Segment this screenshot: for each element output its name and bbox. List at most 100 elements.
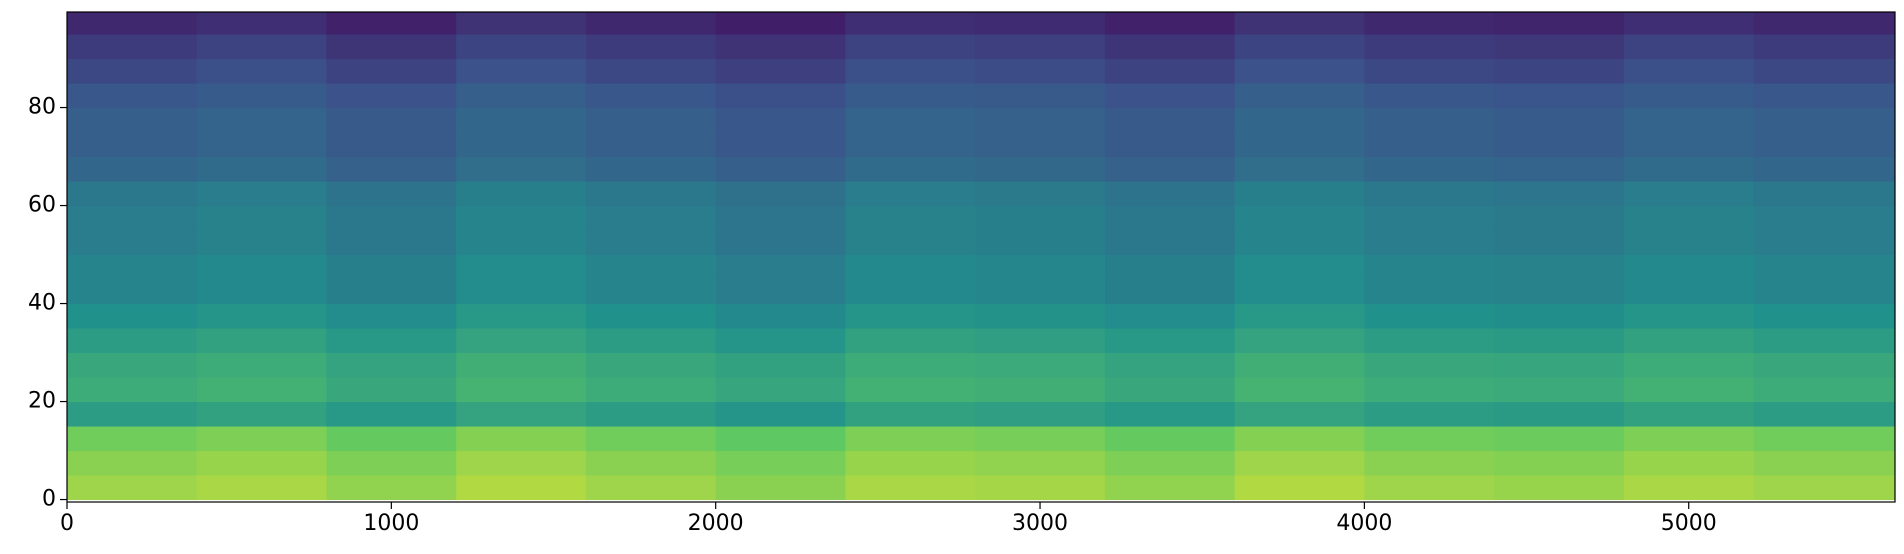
heat-cell xyxy=(845,328,976,354)
heat-cell xyxy=(1234,205,1365,231)
heat-cell xyxy=(845,475,976,501)
heat-cell xyxy=(326,107,457,133)
heat-cell xyxy=(1494,254,1625,280)
heat-cell xyxy=(1494,401,1625,427)
heat-cell xyxy=(456,254,587,280)
heat-cell xyxy=(67,181,198,207)
heat-cell xyxy=(1753,450,1895,476)
heat-cell xyxy=(1104,377,1236,403)
heat-cell xyxy=(1623,58,1755,84)
heat-cell xyxy=(1494,303,1625,329)
heat-cell xyxy=(585,328,717,354)
heat-cell xyxy=(1234,401,1365,427)
heat-cell xyxy=(975,475,1106,501)
y-tick-label: 40 xyxy=(28,291,56,316)
heat-cell xyxy=(1364,401,1495,427)
heat-cell xyxy=(1364,107,1495,133)
heat-cell xyxy=(326,279,457,305)
heat-cell xyxy=(67,401,198,427)
heat-cell xyxy=(845,205,976,231)
heat-cell xyxy=(326,426,457,452)
heat-cell xyxy=(326,450,457,476)
heat-cell xyxy=(975,34,1106,60)
heat-cell xyxy=(845,303,976,329)
heat-cell xyxy=(975,303,1106,329)
heat-cell xyxy=(1364,254,1495,280)
heat-cell xyxy=(67,107,198,133)
heat-cell xyxy=(196,205,327,231)
heat-cell xyxy=(196,279,327,305)
heat-cell xyxy=(975,83,1106,109)
heat-cell xyxy=(1234,279,1365,305)
heat-cell xyxy=(196,107,327,133)
heat-cell xyxy=(1104,34,1236,60)
heat-cell xyxy=(585,230,717,256)
heat-cell xyxy=(975,107,1106,133)
heat-cell xyxy=(1104,181,1236,207)
heat-cell xyxy=(196,254,327,280)
heat-cell xyxy=(585,377,717,403)
heat-cell xyxy=(1623,279,1755,305)
x-tick-label: 3000 xyxy=(1012,511,1068,536)
heat-cell xyxy=(1623,12,1755,35)
heat-cell xyxy=(585,12,717,35)
heat-cell xyxy=(196,303,327,329)
heat-cell xyxy=(326,352,457,378)
heat-cell xyxy=(1494,132,1625,158)
heat-cell xyxy=(715,475,846,501)
heat-cell xyxy=(196,12,327,35)
heat-cell xyxy=(67,83,198,109)
heat-cell xyxy=(1234,83,1365,109)
heat-cell xyxy=(1623,181,1755,207)
plot-frame xyxy=(66,11,1896,503)
heat-cell xyxy=(1364,279,1495,305)
heat-cell xyxy=(585,156,717,182)
heat-cell xyxy=(1234,426,1365,452)
x-tick-label: 1000 xyxy=(363,511,419,536)
heat-cell xyxy=(1234,254,1365,280)
heat-cell xyxy=(1364,328,1495,354)
heat-cell xyxy=(715,279,846,305)
heat-cell xyxy=(1494,34,1625,60)
heat-cell xyxy=(1364,230,1495,256)
heat-cell xyxy=(1364,132,1495,158)
heat-cell xyxy=(326,132,457,158)
heat-cell xyxy=(1753,352,1895,378)
y-tick-label: 20 xyxy=(28,389,56,414)
heat-cell xyxy=(67,426,198,452)
heat-cell xyxy=(845,132,976,158)
heat-cell xyxy=(1234,328,1365,354)
heat-cell xyxy=(585,34,717,60)
heat-cell xyxy=(1494,83,1625,109)
heat-cell xyxy=(1234,377,1365,403)
heat-cell xyxy=(845,401,976,427)
heat-cell xyxy=(975,230,1106,256)
heat-cell xyxy=(715,352,846,378)
heat-cell xyxy=(1494,279,1625,305)
heat-cell xyxy=(975,254,1106,280)
heat-cell xyxy=(1753,34,1895,60)
y-tick-label: 60 xyxy=(28,193,56,218)
heat-cell xyxy=(975,450,1106,476)
heat-cell xyxy=(1234,181,1365,207)
heat-cell xyxy=(845,450,976,476)
heat-cell xyxy=(585,352,717,378)
heat-cell xyxy=(1494,205,1625,231)
heat-cell xyxy=(456,401,587,427)
heat-cell xyxy=(1104,254,1236,280)
heat-cell xyxy=(715,377,846,403)
heat-cell xyxy=(326,377,457,403)
heat-cell xyxy=(715,132,846,158)
heat-cell xyxy=(456,132,587,158)
heat-cell xyxy=(1623,377,1755,403)
heat-cell xyxy=(1494,377,1625,403)
heat-cell xyxy=(1623,254,1755,280)
heat-cell xyxy=(975,279,1106,305)
heat-cell xyxy=(1494,156,1625,182)
heat-cell xyxy=(67,328,198,354)
heat-cell xyxy=(1234,230,1365,256)
heat-cell xyxy=(585,205,717,231)
heat-cell xyxy=(1104,328,1236,354)
heat-cell xyxy=(715,254,846,280)
heat-cell xyxy=(715,156,846,182)
